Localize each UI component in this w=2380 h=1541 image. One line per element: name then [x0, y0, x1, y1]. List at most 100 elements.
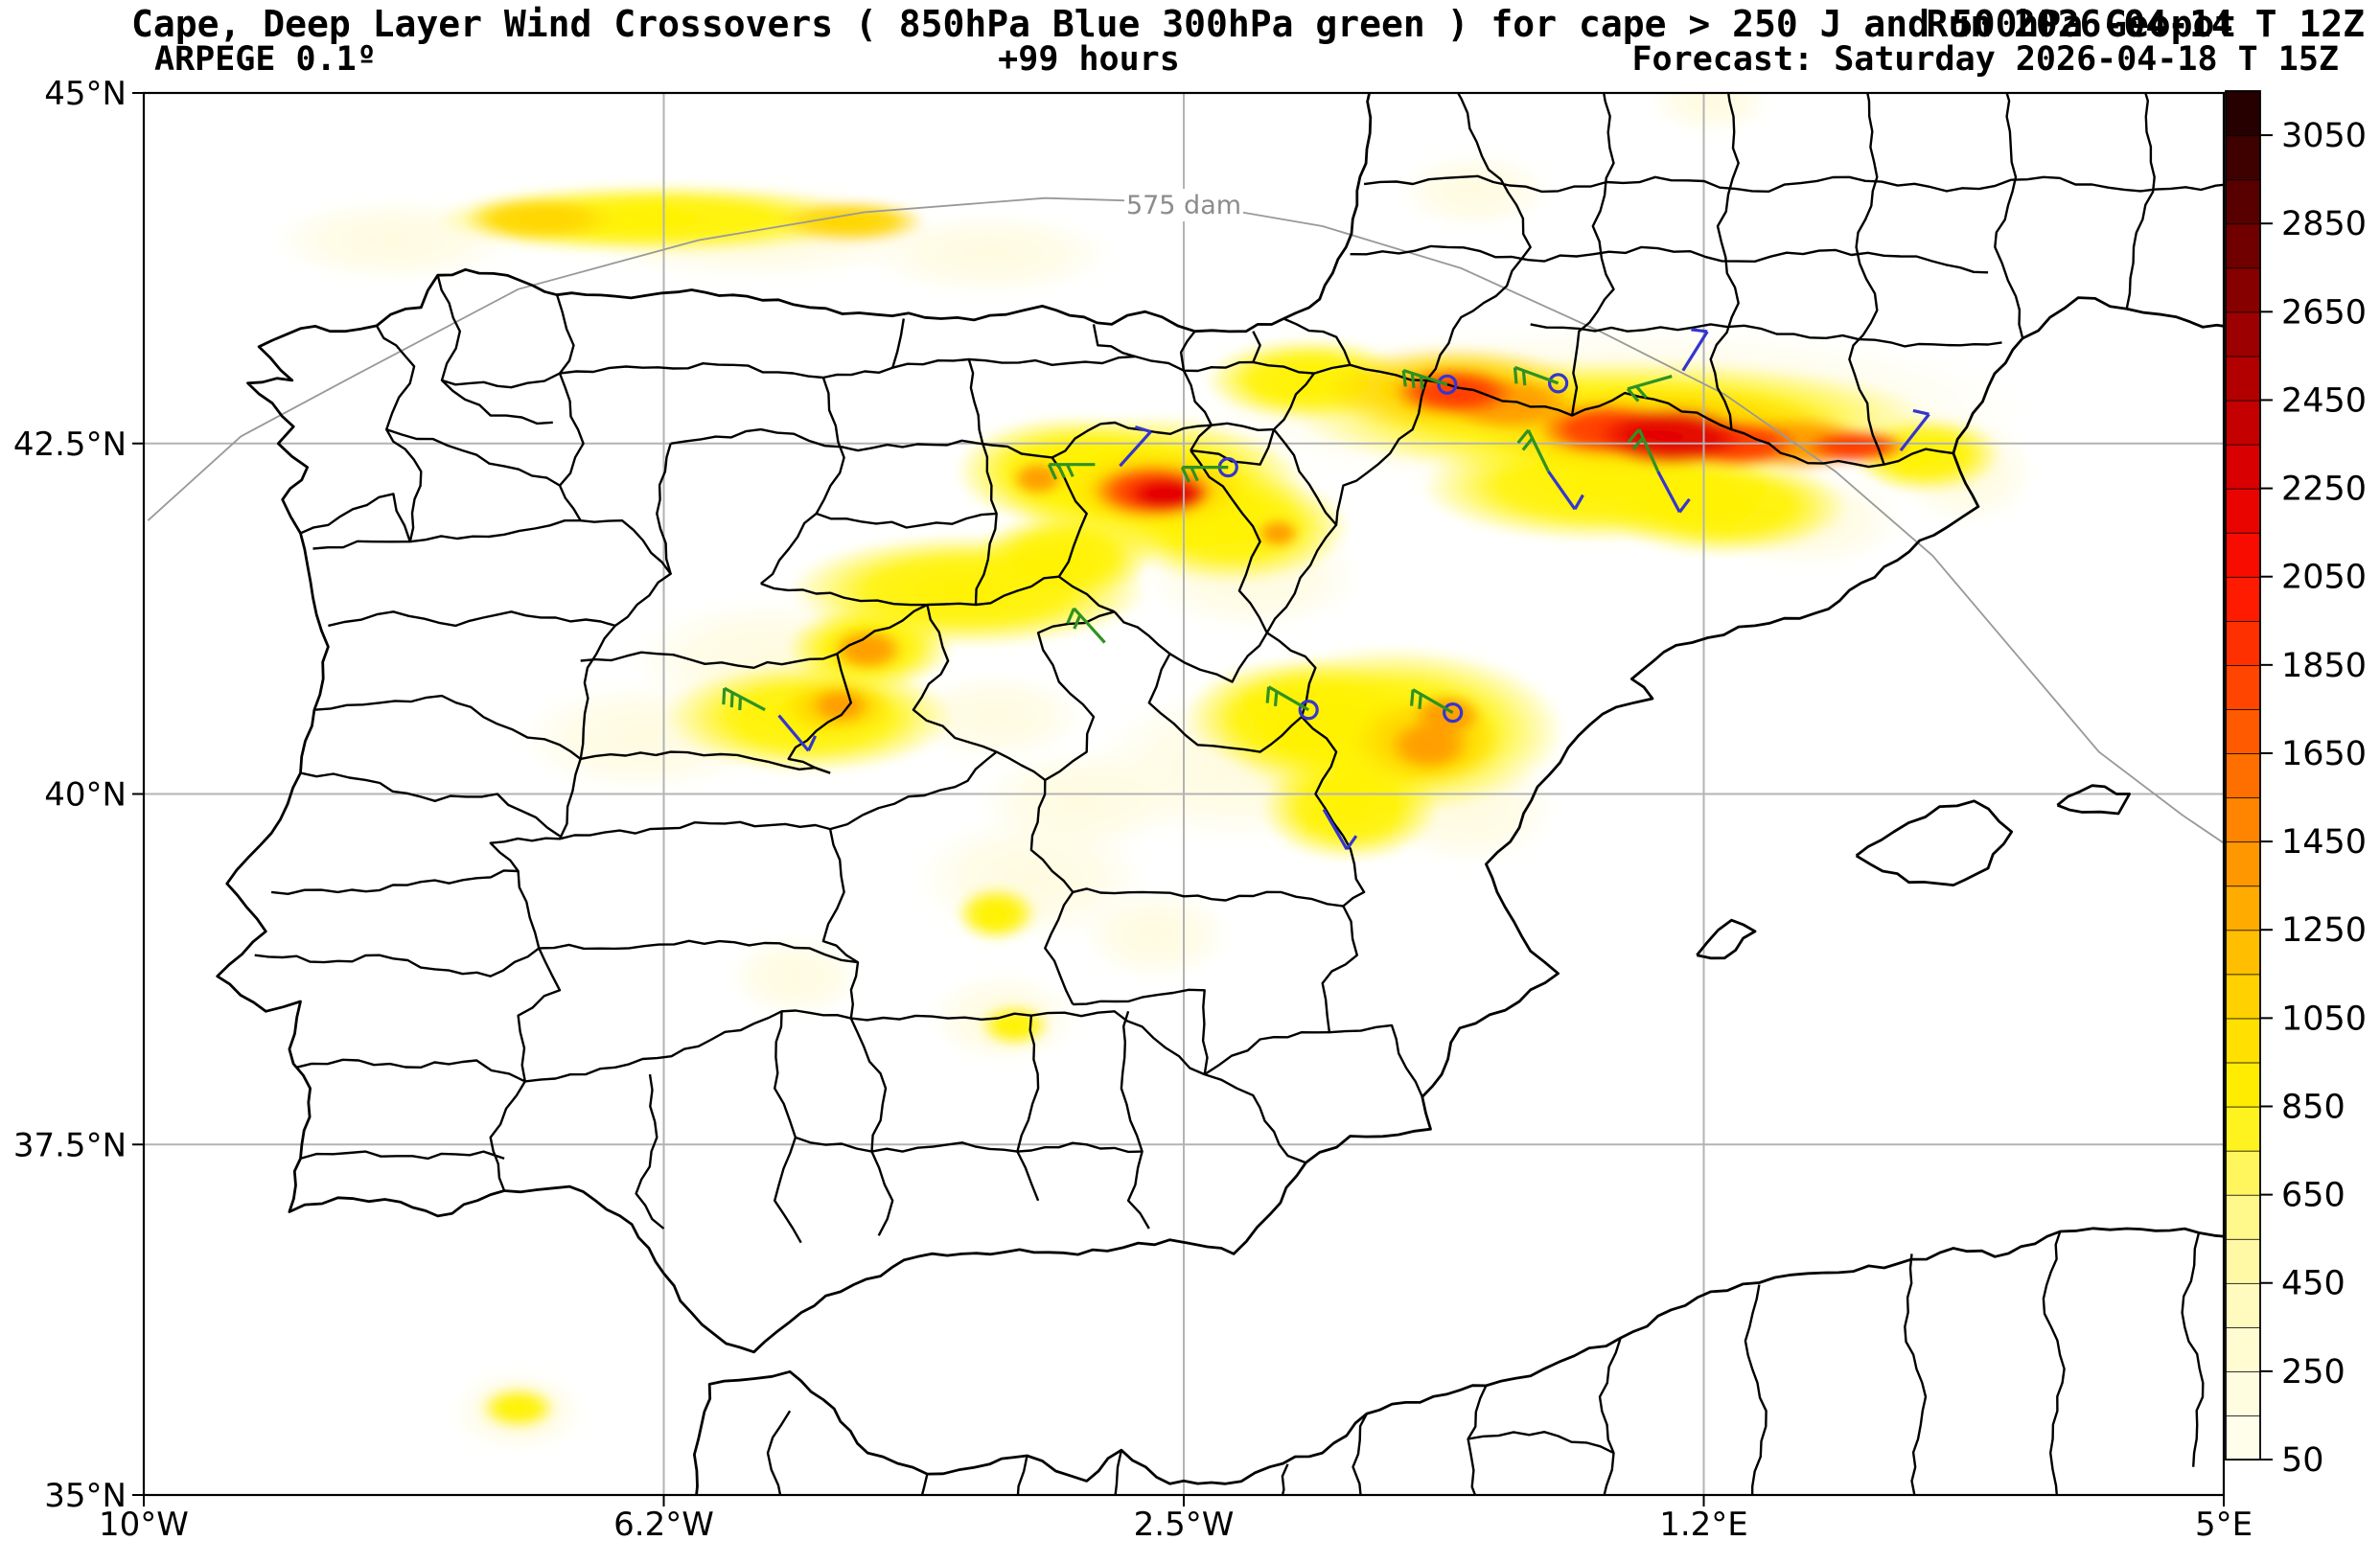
y-axis-tick-label: 45°N: [44, 75, 127, 113]
admin-border: [787, 653, 852, 774]
admin-border: [580, 750, 831, 774]
colorbar-tick-label: 2050: [2281, 559, 2367, 597]
colorbar-tick-label: 450: [2281, 1265, 2345, 1303]
admin-border: [1100, 421, 1212, 435]
cape-hotspot: [774, 199, 928, 245]
colorbar-segment: [2225, 885, 2261, 932]
admin-border: [1744, 1284, 1768, 1495]
forecast-valid-label: Forecast: Saturday 2026-04-18 T 15Z: [1631, 40, 2339, 79]
coastline: [1855, 799, 2014, 886]
coastline: [2056, 784, 2131, 816]
admin-border: [1282, 317, 1954, 469]
run-datetime-label: Run 2026-04-14 T 12Z: [1926, 3, 2365, 45]
admin-border: [539, 939, 859, 964]
admin-border: [1281, 1463, 1289, 1495]
colorbar-segment: [2225, 310, 2261, 357]
wind-barb-300hPa: [1513, 365, 1560, 386]
wind-barb-850hPa: [1899, 408, 1930, 452]
colorbar-segment: [2225, 752, 2261, 799]
coastline: [1696, 918, 1757, 960]
colorbar-segment: [2225, 222, 2261, 269]
admin-border: [849, 1018, 894, 1236]
x-axis-tick-label: 10°W: [99, 1506, 189, 1537]
colorbar-tick-label: 2650: [2281, 293, 2367, 332]
admin-border: [1530, 323, 2002, 348]
colorbar-tick-label: 3050: [2281, 117, 2367, 155]
cape-hotspot: [809, 687, 871, 724]
colorbar-tick-label: 50: [2281, 1441, 2324, 1480]
admin-border: [1350, 244, 1989, 274]
admin-border: [1904, 1254, 1928, 1495]
cape-hotspot: [978, 1002, 1051, 1048]
colorbar-segment: [2225, 488, 2261, 534]
admin-border: [1147, 653, 1303, 753]
forecast-lead-label: +99 hours: [998, 40, 1180, 79]
admin-border: [1425, 93, 1532, 381]
wind-barb-300hPa: [1516, 428, 1550, 472]
colorbar-tick-label: 2250: [2281, 471, 2367, 509]
chart-title: Cape, Deep Layer Wind Crossovers ( 850hP…: [131, 3, 2237, 45]
admin-border: [760, 575, 1116, 613]
colorbar: 50 250 450 650 850 1050 1250 1450 1650 1850 2050 22…: [2225, 90, 2367, 1480]
admin-border: [1179, 330, 1196, 371]
colorbar-segment: [2225, 840, 2261, 887]
admin-border: [559, 750, 998, 840]
colorbar-tick-label: 850: [2281, 1088, 2345, 1126]
cape-hotspot: [1595, 405, 1748, 468]
wind-barb-300hPa: [722, 686, 766, 712]
colorbar-segment: [2225, 1370, 2261, 1416]
y-axis-tick-label: 42.5°N: [13, 426, 127, 464]
admin-border: [1709, 93, 1740, 430]
admin-border: [1994, 93, 2024, 339]
wind-barb-300hPa: [1627, 428, 1660, 472]
wind-barb-850hPa: [777, 714, 818, 752]
admin-border: [1073, 988, 1209, 1075]
admin-border: [312, 540, 410, 550]
colorbar-segment: [2225, 708, 2261, 754]
admin-border: [760, 377, 845, 585]
cape-blobs: [268, 93, 2037, 1454]
coastlines-and-borders: [216, 93, 2224, 1495]
admin-border: [1190, 449, 1338, 634]
admin-border: [1114, 1449, 1123, 1495]
x-axis-tick-label: 6.2°W: [613, 1506, 714, 1537]
wind-barb-300hPa: [1410, 688, 1454, 715]
geopotential-contour: 575 dam: [147, 189, 2224, 844]
contour-label-mask: [1124, 189, 1243, 222]
wind-barb-850hPa: [1443, 702, 1464, 724]
colorbar-segment: [2225, 1326, 2261, 1372]
colorbar-segment: [2225, 796, 2261, 843]
admin-border: [967, 358, 998, 606]
model-resolution-label: ARPEGE 0.1º: [154, 40, 377, 79]
colorbar-segment: [2225, 178, 2261, 225]
admin-border: [555, 294, 585, 521]
admin-border: [1273, 380, 1428, 526]
admin-border: [1266, 632, 1345, 838]
admin-border: [436, 274, 553, 426]
admin-border: [295, 1058, 526, 1083]
admin-border: [821, 828, 860, 1019]
colorbar-tick-label: 650: [2281, 1177, 2345, 1215]
admin-border: [2181, 1232, 2205, 1467]
wind-barb-850hPa: [1119, 425, 1152, 468]
wind-barb-850hPa: [1681, 328, 1709, 372]
wind-barb-300hPa: [1066, 607, 1106, 644]
admin-border: [920, 1473, 929, 1495]
y-axis-tick-label: 35°N: [44, 1477, 127, 1515]
colorbar-tick-label: 1250: [2281, 911, 2367, 950]
contour-label: 575 dam: [1126, 191, 1241, 220]
colorbar-segment: [2225, 134, 2261, 181]
admin-border: [524, 1009, 1306, 1164]
colorbar-tick-label: 1050: [2281, 1000, 2367, 1038]
admin-border: [1073, 887, 1344, 908]
admin-border: [1029, 779, 1074, 1005]
admin-border: [300, 771, 561, 838]
wind-barbs-layer: [722, 328, 1930, 851]
colorbar-segment: [2225, 973, 2261, 1020]
x-axis-tick-label: 5°E: [2195, 1506, 2253, 1537]
y-axis-tick-label: 40°N: [44, 776, 127, 815]
cape-shading-layer: [268, 93, 2037, 1454]
admin-border: [1092, 324, 1136, 358]
colorbar-segment: [2225, 1282, 2261, 1328]
